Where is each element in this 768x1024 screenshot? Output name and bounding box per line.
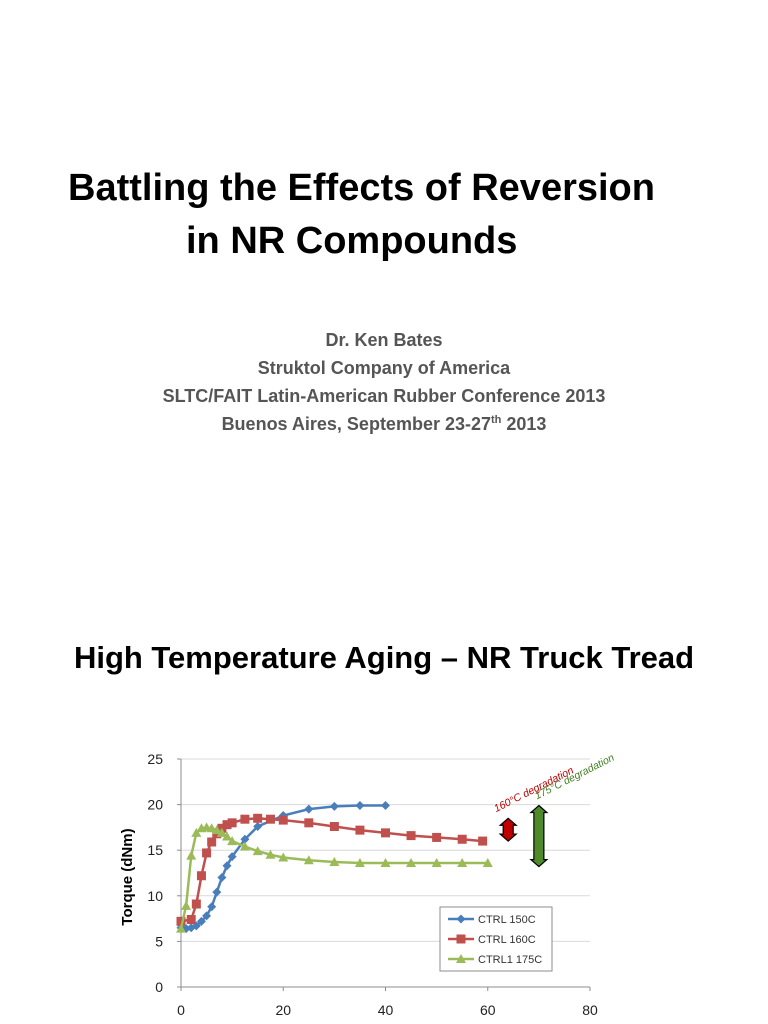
data-point (216, 827, 227, 837)
data-point (278, 815, 288, 825)
data-point (217, 873, 227, 883)
data-point (380, 857, 391, 867)
y-tick-label: 10 (147, 888, 163, 904)
conference-name: SLTC/FAIT Latin-American Rubber Conferen… (162, 386, 606, 406)
data-point (191, 827, 202, 837)
title-line-1: Battling the Effects of Reversion (68, 167, 655, 209)
x-tick-label: 0 (177, 1002, 185, 1018)
y-tick-label: 5 (155, 933, 163, 949)
data-point (406, 857, 417, 867)
location-year: 2013 (501, 414, 547, 434)
data-point (456, 934, 466, 944)
data-point (431, 857, 442, 867)
data-point (196, 916, 206, 926)
data-point (202, 911, 212, 921)
degradation-annotation-2: 175°C degradation (529, 752, 617, 868)
author-name: Dr. Ken Bates (325, 330, 443, 350)
legend-item: CTRL 150C (448, 914, 536, 926)
data-point (265, 849, 276, 859)
data-point (457, 834, 467, 844)
data-point (355, 825, 365, 835)
x-tick-label: 40 (378, 1002, 394, 1018)
legend-label: CTRL 150C (478, 914, 536, 926)
company-name: Struktol Company of America (257, 358, 511, 378)
data-point (222, 831, 233, 841)
data-point (253, 821, 263, 831)
data-point (222, 861, 232, 871)
title-line-2: in NR Compounds (186, 220, 518, 262)
legend-item: CTRL 160C (448, 934, 536, 946)
location-superscript: th (491, 414, 502, 426)
y-axis-label: Torque (dNm) (119, 828, 136, 925)
data-point (227, 852, 237, 862)
data-point (186, 923, 196, 933)
series-ctrl-160c (176, 813, 488, 926)
data-point (406, 831, 416, 841)
data-point (252, 846, 263, 856)
data-point (329, 821, 339, 831)
y-tick-label: 25 (147, 751, 163, 767)
x-tick-label: 60 (480, 1002, 496, 1018)
degradation-label: 160°C degradation (492, 764, 576, 815)
legend-label: CTRL 160C (478, 934, 536, 946)
data-point (304, 804, 314, 814)
data-point (304, 818, 314, 828)
data-point (478, 836, 488, 846)
data-point (278, 811, 288, 821)
data-point (212, 887, 222, 897)
series-ctrl1-175c (176, 822, 493, 933)
location-text: Buenos Aires, September 23-27 (221, 414, 491, 434)
legend-item: CTRL1 175C (448, 954, 542, 966)
presentation-title: Battling the Effects of Reversion in NR … (30, 162, 730, 268)
data-point (265, 814, 275, 824)
data-point (456, 954, 466, 963)
data-point (381, 828, 390, 838)
legend-label: CTRL1 175C (478, 954, 542, 966)
data-point (207, 902, 217, 912)
data-point (186, 850, 197, 860)
data-point (207, 837, 217, 847)
y-tick-label: 15 (147, 842, 163, 858)
data-point (482, 857, 493, 867)
data-point (253, 813, 263, 823)
data-point (227, 818, 237, 828)
data-point (176, 923, 186, 933)
data-point (354, 857, 365, 867)
data-point (432, 832, 442, 842)
data-point (240, 814, 250, 824)
data-point (227, 836, 238, 846)
series-line (180, 817, 483, 923)
data-point (176, 916, 186, 926)
data-point (355, 801, 365, 811)
series-ctrl-150c (176, 801, 390, 934)
data-point (240, 834, 250, 844)
data-point (186, 915, 196, 925)
x-tick-label: 80 (582, 1002, 598, 1018)
presenter-info: Dr. Ken Bates Struktol Company of Americ… (0, 326, 768, 438)
y-tick-label: 20 (147, 797, 163, 813)
torque-chart: 0 5 10 15 20 25 0 20 40 60 80 Torque (dNm) 160°C deg… (119, 751, 617, 1018)
degradation-arrow (529, 804, 549, 868)
x-tick-label: 20 (275, 1002, 291, 1018)
data-point (278, 852, 289, 862)
chart-legend: CTRL 150C CTRL 160C CTRL1 175C (439, 906, 553, 972)
data-point (211, 825, 222, 835)
degradation-arrow (498, 817, 518, 842)
data-point (329, 801, 339, 811)
data-point (239, 841, 250, 851)
data-point (457, 857, 468, 867)
y-tick-label: 0 (155, 979, 163, 995)
slide-2-title: High Temperature Aging – NR Truck Tread (73, 640, 695, 675)
title-slide: Battling the Effects of Reversion in NR … (0, 162, 768, 438)
data-point (202, 848, 212, 858)
data-point (191, 899, 201, 909)
data-point (456, 914, 466, 924)
data-point (329, 857, 340, 867)
data-point (181, 900, 192, 910)
data-point (381, 801, 390, 811)
conference-location: Buenos Aires, September 23-27th 2013 (0, 410, 768, 438)
data-point (303, 855, 314, 865)
data-point (222, 820, 232, 830)
data-point (196, 871, 206, 881)
